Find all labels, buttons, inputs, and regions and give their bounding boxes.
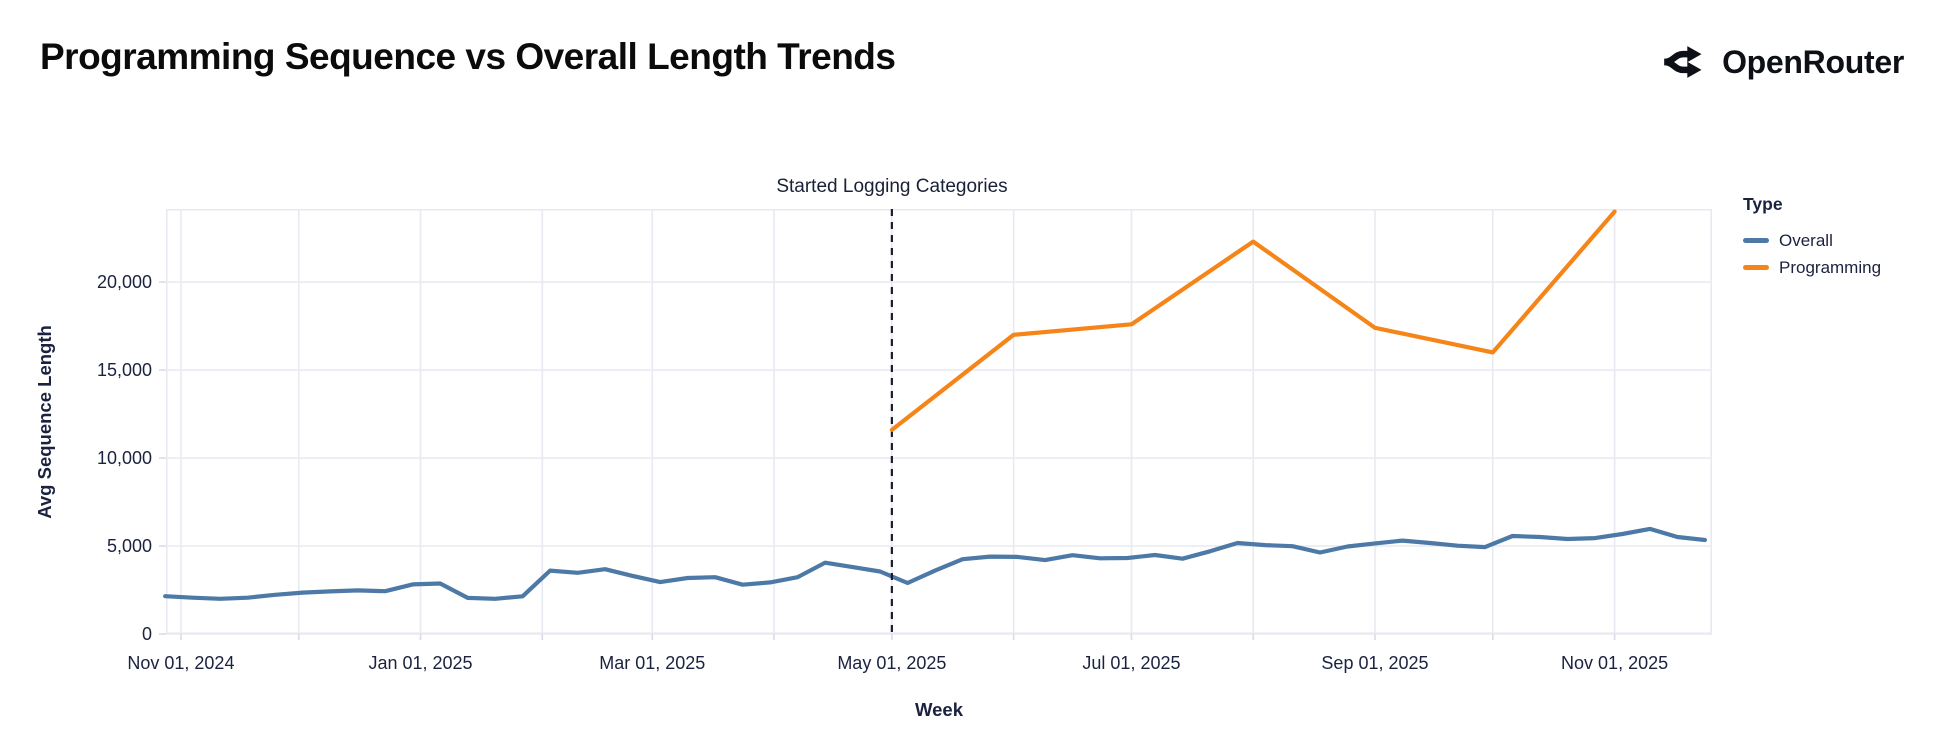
openrouter-logo-text: OpenRouter	[1722, 43, 1904, 80]
openrouter-logo-icon	[1664, 46, 1702, 78]
y-tick-label: 20,000	[96, 272, 152, 293]
x-tick-label: Nov 01, 2025	[1561, 653, 1669, 673]
legend-title: Type	[1743, 194, 1783, 214]
legend-label-programming: Programming	[1779, 257, 1882, 277]
legend: Type Overall Programming	[1743, 194, 1881, 281]
x-tick-label: Jul 01, 2025	[1082, 653, 1181, 673]
legend-swatch-programming	[1743, 265, 1769, 270]
y-tick-label: 15,000	[96, 360, 152, 381]
x-tick-label: Sep 01, 2025	[1321, 653, 1429, 673]
plot-svg	[159, 209, 1713, 640]
openrouter-logo: OpenRouter	[1662, 36, 1904, 88]
legend-label-overall: Overall	[1779, 230, 1833, 250]
legend-item-overall[interactable]: Overall	[1743, 227, 1881, 254]
y-tick-label: 5,000	[106, 536, 152, 556]
plot-border	[166, 209, 1713, 634]
x-tick-label: May 01, 2025	[837, 653, 947, 673]
x-tick-label: Nov 01, 2024	[127, 653, 235, 673]
legend-item-programming[interactable]: Programming	[1743, 254, 1881, 281]
y-tick-label: 10,000	[96, 448, 152, 469]
overall-line[interactable]	[163, 526, 1708, 601]
plot-area	[159, 209, 1713, 640]
page-title: Programming Sequence vs Overall Length T…	[40, 36, 896, 77]
y-tick-label: 0	[141, 624, 152, 644]
x-tick-label: Jan 01, 2025	[368, 653, 473, 673]
legend-swatch-overall	[1743, 238, 1769, 243]
programming-line[interactable]	[889, 209, 1617, 432]
x-tick-label: Mar 01, 2025	[599, 653, 706, 673]
